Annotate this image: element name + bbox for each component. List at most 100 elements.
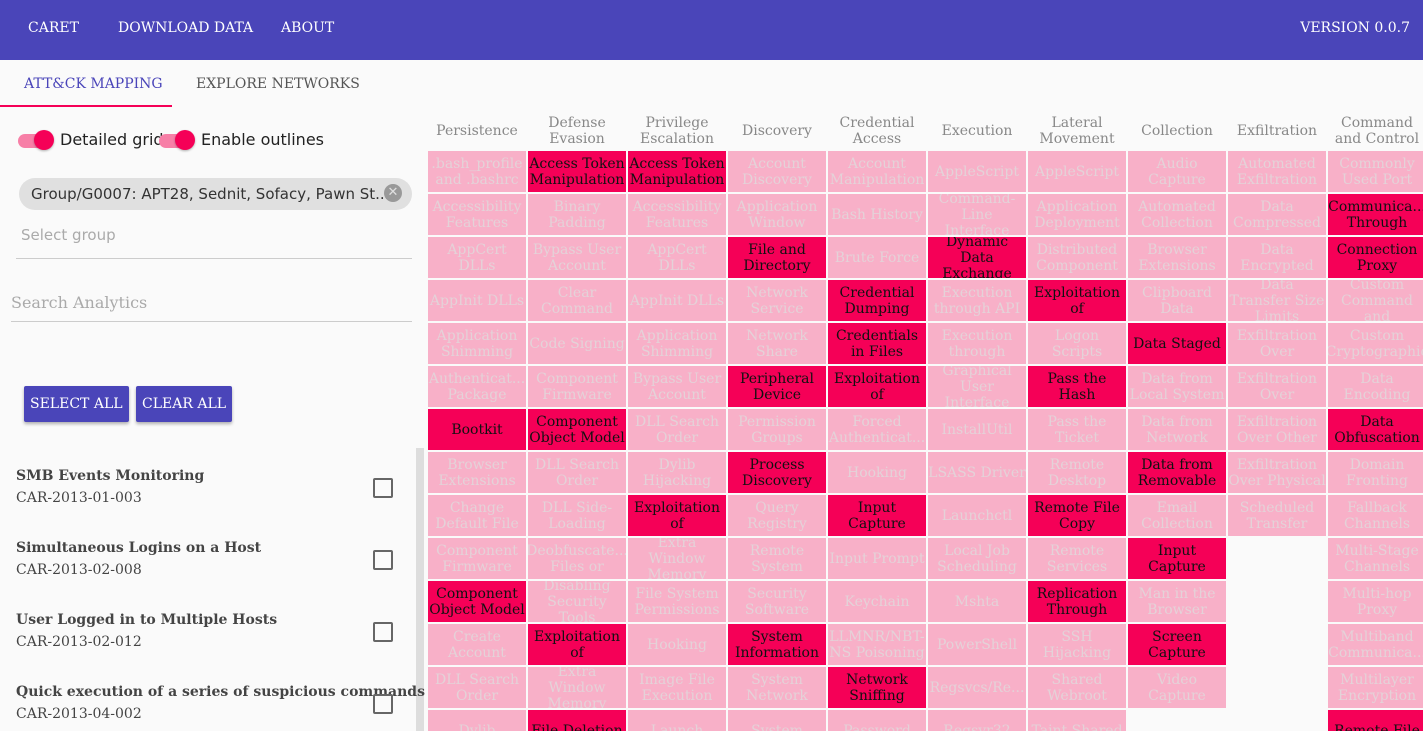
- technique-cell[interactable]: Pass the Ticket: [1028, 409, 1126, 450]
- technique-cell[interactable]: AppCert DLLs: [428, 237, 526, 278]
- technique-cell[interactable]: Exfiltration Over Physical: [1228, 452, 1326, 493]
- technique-cell[interactable]: LSASS Driver: [928, 452, 1026, 493]
- technique-cell[interactable]: Application Window: [728, 194, 826, 235]
- chip-remove[interactable]: ✕: [384, 184, 402, 202]
- technique-cell[interactable]: Connection Proxy: [1328, 237, 1423, 278]
- technique-cell[interactable]: Remote File: [1328, 710, 1423, 731]
- technique-cell[interactable]: Extra Window Memory: [628, 538, 726, 579]
- technique-cell[interactable]: Extra Window Memory: [528, 667, 626, 708]
- technique-cell[interactable]: Mshta: [928, 581, 1026, 622]
- technique-cell[interactable]: Application Shimming: [628, 323, 726, 364]
- technique-cell[interactable]: Deobfuscate... Files or: [528, 538, 626, 579]
- technique-cell[interactable]: Local Job Scheduling: [928, 538, 1026, 579]
- technique-cell[interactable]: Email Collection: [1128, 495, 1226, 536]
- checkbox[interactable]: [373, 622, 393, 642]
- technique-cell[interactable]: Automated Exfiltration: [1228, 151, 1326, 192]
- technique-cell[interactable]: PowerShell: [928, 624, 1026, 665]
- technique-cell[interactable]: Communica... Through: [1328, 194, 1423, 235]
- technique-cell[interactable]: File and Directory: [728, 237, 826, 278]
- technique-cell[interactable]: AppInit DLLs: [428, 280, 526, 321]
- technique-cell[interactable]: Execution through API: [928, 280, 1026, 321]
- technique-cell[interactable]: Application Shimming: [428, 323, 526, 364]
- technique-cell[interactable]: Data Transfer Size Limits: [1228, 280, 1326, 321]
- technique-cell[interactable]: Logon Scripts: [1028, 323, 1126, 364]
- technique-cell[interactable]: Binary Padding: [528, 194, 626, 235]
- technique-cell[interactable]: Image File Execution: [628, 667, 726, 708]
- technique-cell[interactable]: Distributed Component: [1028, 237, 1126, 278]
- technique-cell[interactable]: Access Token Manipulation: [528, 151, 626, 192]
- technique-cell[interactable]: System: [728, 710, 826, 731]
- technique-cell[interactable]: Keychain: [828, 581, 926, 622]
- technique-cell[interactable]: Component Firmware: [428, 538, 526, 579]
- technique-cell[interactable]: Data Encrypted: [1228, 237, 1326, 278]
- technique-cell[interactable]: Data Staged: [1128, 323, 1226, 364]
- technique-cell[interactable]: Data Encoding: [1328, 366, 1423, 407]
- select-all-button[interactable]: SELECT ALL: [24, 386, 129, 422]
- technique-cell[interactable]: Launch: [628, 710, 726, 731]
- technique-cell[interactable]: Security Software: [728, 581, 826, 622]
- technique-cell[interactable]: Domain Fronting: [1328, 452, 1423, 493]
- technique-cell[interactable]: Hooking: [828, 452, 926, 493]
- technique-cell[interactable]: Exploitation of: [628, 495, 726, 536]
- technique-cell[interactable]: System Network: [728, 667, 826, 708]
- technique-cell[interactable]: Component Object Model: [528, 409, 626, 450]
- technique-cell[interactable]: Custom Cryptographic: [1328, 323, 1423, 364]
- technique-cell[interactable]: Data Obfuscation: [1328, 409, 1423, 450]
- technique-cell[interactable]: Regsvr32: [928, 710, 1026, 731]
- technique-cell[interactable]: Dynamic Data Exchange: [928, 237, 1026, 278]
- clear-all-button[interactable]: CLEAR ALL: [136, 386, 233, 422]
- technique-cell[interactable]: Query Registry: [728, 495, 826, 536]
- technique-cell[interactable]: Browser Extensions: [1128, 237, 1226, 278]
- technique-cell[interactable]: Dylib Hijacking: [628, 452, 726, 493]
- technique-cell[interactable]: Authenticat... Package: [428, 366, 526, 407]
- technique-cell[interactable]: Exfiltration Over Other: [1228, 409, 1326, 450]
- technique-cell[interactable]: File System Permissions: [628, 581, 726, 622]
- technique-cell[interactable]: AppleScript: [1028, 151, 1126, 192]
- technique-cell[interactable]: Peripheral Device: [728, 366, 826, 407]
- technique-cell[interactable]: DLL Search Order: [528, 452, 626, 493]
- search-input[interactable]: Search Analytics: [11, 293, 148, 312]
- technique-cell[interactable]: Account Discovery: [728, 151, 826, 192]
- tab[interactable]: EXPLORE NETWORKS: [196, 76, 360, 92]
- technique-cell[interactable]: DLL Search Order: [628, 409, 726, 450]
- technique-cell[interactable]: SSH Hijacking: [1028, 624, 1126, 665]
- technique-cell[interactable]: Exfiltration Over: [1228, 323, 1326, 364]
- technique-cell[interactable]: Hooking: [628, 624, 726, 665]
- technique-cell[interactable]: Process Discovery: [728, 452, 826, 493]
- technique-cell[interactable]: Password: [828, 710, 926, 731]
- technique-cell[interactable]: Automated Collection: [1128, 194, 1226, 235]
- technique-cell[interactable]: .bash_profile and .bashrc: [428, 151, 526, 192]
- technique-cell[interactable]: Screen Capture: [1128, 624, 1226, 665]
- technique-cell[interactable]: Custom Command and: [1328, 280, 1423, 321]
- technique-cell[interactable]: Scheduled Transfer: [1228, 495, 1326, 536]
- technique-cell[interactable]: Audio Capture: [1128, 151, 1226, 192]
- technique-cell[interactable]: Remote Services: [1028, 538, 1126, 579]
- technique-cell[interactable]: DLL Side-Loading: [528, 495, 626, 536]
- technique-cell[interactable]: Bypass User Account: [528, 237, 626, 278]
- technique-cell[interactable]: Replication Through: [1028, 581, 1126, 622]
- technique-cell[interactable]: Multilayer Encryption: [1328, 667, 1423, 708]
- technique-cell[interactable]: Code Signing: [528, 323, 626, 364]
- technique-cell[interactable]: File Deletion: [528, 710, 626, 731]
- technique-cell[interactable]: Browser Extensions: [428, 452, 526, 493]
- technique-cell[interactable]: Account Manipulation: [828, 151, 926, 192]
- technique-cell[interactable]: Input Prompt: [828, 538, 926, 579]
- technique-cell[interactable]: LLMNR/NBT-NS Poisoning: [828, 624, 926, 665]
- technique-cell[interactable]: DLL Search Order: [428, 667, 526, 708]
- technique-cell[interactable]: Disabling Security Tools: [528, 581, 626, 622]
- technique-cell[interactable]: Commonly Used Port: [1328, 151, 1423, 192]
- technique-cell[interactable]: Multi-hop Proxy: [1328, 581, 1423, 622]
- technique-cell[interactable]: AppCert DLLs: [628, 237, 726, 278]
- technique-cell[interactable]: Data from Local System: [1128, 366, 1226, 407]
- technique-cell[interactable]: InstallUtil: [928, 409, 1026, 450]
- technique-cell[interactable]: Create Account: [428, 624, 526, 665]
- technique-cell[interactable]: Multi-Stage Channels: [1328, 538, 1423, 579]
- technique-cell[interactable]: Access Token Manipulation: [628, 151, 726, 192]
- technique-cell[interactable]: Network Share: [728, 323, 826, 364]
- checkbox[interactable]: [373, 694, 393, 714]
- technique-cell[interactable]: Pass the Hash: [1028, 366, 1126, 407]
- technique-cell[interactable]: Exploitation of: [828, 366, 926, 407]
- technique-cell[interactable]: Exploitation of: [1028, 280, 1126, 321]
- technique-cell[interactable]: Change Default File: [428, 495, 526, 536]
- technique-cell[interactable]: Network Sniffing: [828, 667, 926, 708]
